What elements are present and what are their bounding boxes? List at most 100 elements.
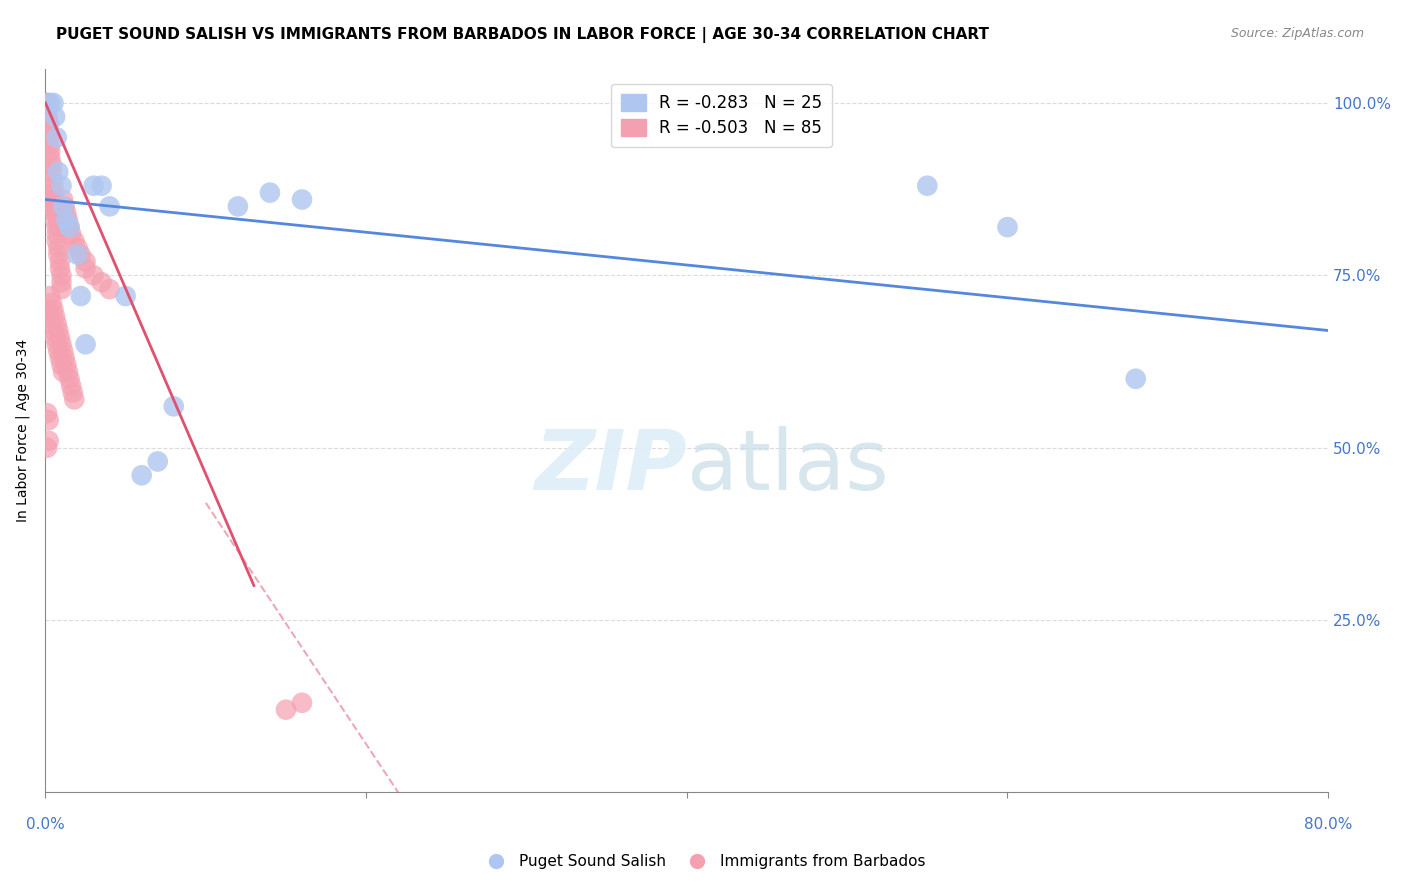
Point <box>69 247 91 261</box>
Point <box>44 213 66 227</box>
Legend: Puget Sound Salish, Immigrants from Barbados: Puget Sound Salish, Immigrants from Barb… <box>475 848 931 875</box>
Point <box>49 254 72 268</box>
Point <box>46 165 69 179</box>
Point <box>45 317 67 331</box>
Point <box>45 206 67 220</box>
Point <box>52 365 75 379</box>
Y-axis label: In Labor Force | Age 30-34: In Labor Force | Age 30-34 <box>15 339 30 522</box>
Point <box>38 117 60 131</box>
Point <box>226 199 249 213</box>
Text: ZIP: ZIP <box>534 426 686 508</box>
Point <box>39 145 62 159</box>
Point <box>90 178 112 193</box>
Point <box>259 186 281 200</box>
Point <box>46 247 69 261</box>
Point <box>41 165 63 179</box>
Point <box>45 220 67 235</box>
Point <box>46 241 69 255</box>
Point <box>44 199 66 213</box>
Text: 0.0%: 0.0% <box>27 817 65 832</box>
Point <box>46 213 69 227</box>
Point <box>39 95 62 110</box>
Point <box>63 234 86 248</box>
Point <box>55 206 77 220</box>
Point <box>58 220 80 235</box>
Point <box>51 268 73 283</box>
Point <box>58 372 80 386</box>
Point <box>53 351 76 365</box>
Point <box>66 247 89 261</box>
Point <box>39 289 62 303</box>
Point <box>35 95 58 110</box>
Point <box>44 206 66 220</box>
Point <box>45 130 67 145</box>
Point <box>42 324 65 338</box>
Point <box>51 358 73 372</box>
Point <box>69 289 91 303</box>
Point <box>35 95 58 110</box>
Point <box>44 110 66 124</box>
Point <box>75 337 97 351</box>
Point <box>41 171 63 186</box>
Point <box>51 178 73 193</box>
Point <box>35 95 58 110</box>
Point <box>41 317 63 331</box>
Text: atlas: atlas <box>686 426 889 508</box>
Point <box>42 302 65 317</box>
Point <box>42 193 65 207</box>
Point <box>52 199 75 213</box>
Point <box>56 213 79 227</box>
Point <box>49 220 72 235</box>
Point <box>131 468 153 483</box>
Point <box>49 261 72 276</box>
Point <box>291 193 314 207</box>
Point <box>90 275 112 289</box>
Point <box>45 227 67 241</box>
Point <box>75 254 97 268</box>
Point <box>51 282 73 296</box>
Point <box>274 703 297 717</box>
Text: Source: ZipAtlas.com: Source: ZipAtlas.com <box>1230 27 1364 40</box>
Point <box>98 282 121 296</box>
Point <box>51 337 73 351</box>
Text: 80.0%: 80.0% <box>1303 817 1353 832</box>
Point <box>49 330 72 344</box>
Point <box>83 268 105 283</box>
Point <box>44 330 66 344</box>
Point <box>1125 372 1147 386</box>
Point <box>163 400 186 414</box>
Point <box>49 351 72 365</box>
Text: PUGET SOUND SALISH VS IMMIGRANTS FROM BARBADOS IN LABOR FORCE | AGE 30-34 CORREL: PUGET SOUND SALISH VS IMMIGRANTS FROM BA… <box>56 27 990 43</box>
Point <box>55 213 77 227</box>
Point <box>42 186 65 200</box>
Point <box>52 344 75 359</box>
Point <box>39 137 62 152</box>
Point <box>60 378 83 392</box>
Point <box>62 385 84 400</box>
Point <box>38 117 60 131</box>
Point <box>917 178 939 193</box>
Point <box>114 289 136 303</box>
Point <box>75 261 97 276</box>
Point <box>42 193 65 207</box>
Point <box>63 392 86 407</box>
Point <box>55 358 77 372</box>
Point <box>35 103 58 117</box>
Point <box>45 234 67 248</box>
Point <box>41 158 63 172</box>
Point <box>39 193 62 207</box>
Point <box>44 310 66 324</box>
Point <box>39 310 62 324</box>
Point <box>38 434 60 448</box>
Point <box>35 441 58 455</box>
Point <box>51 275 73 289</box>
Point <box>35 110 58 124</box>
Point <box>38 302 60 317</box>
Point <box>38 130 60 145</box>
Point <box>39 151 62 165</box>
Point <box>38 123 60 137</box>
Point <box>58 220 80 235</box>
Point <box>83 178 105 193</box>
Point <box>146 454 169 468</box>
Point <box>41 296 63 310</box>
